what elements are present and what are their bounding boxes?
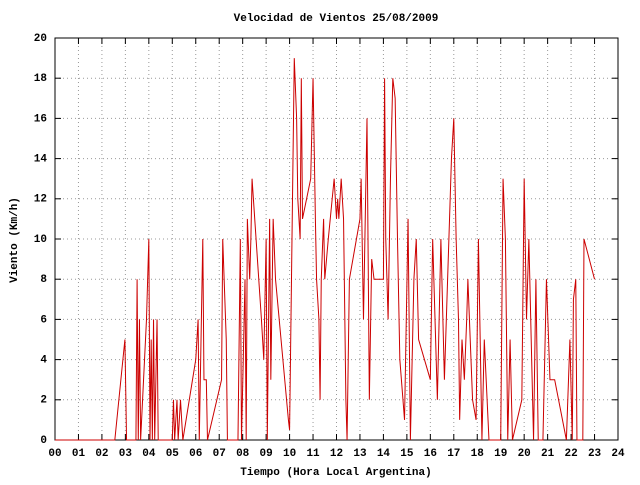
x-tick-label: 02: [95, 448, 108, 460]
x-tick-label: 04: [142, 448, 156, 460]
x-tick-label: 16: [424, 448, 437, 460]
y-tick-label: 18: [34, 73, 48, 85]
y-tick-label: 16: [34, 113, 47, 125]
x-tick-label: 18: [471, 448, 485, 460]
y-tick-label: 20: [34, 33, 47, 45]
x-tick-label: 20: [518, 448, 531, 460]
y-tick-label: 12: [34, 194, 47, 206]
x-tick-label: 13: [353, 448, 367, 460]
y-tick-label: 14: [34, 154, 48, 166]
y-tick-label: 0: [40, 435, 47, 447]
x-tick-label: 11: [306, 448, 320, 460]
y-tick-label: 4: [40, 355, 47, 367]
x-axis-label: Tiempo (Hora Local Argentina): [240, 467, 431, 479]
x-tick-label: 01: [72, 448, 86, 460]
x-tick-label: 12: [330, 448, 343, 460]
x-tick-label: 19: [494, 448, 507, 460]
x-tick-label: 22: [564, 448, 577, 460]
x-tick-label: 05: [166, 448, 180, 460]
x-tick-label: 07: [213, 448, 226, 460]
y-tick-label: 6: [40, 314, 47, 326]
x-tick-label: 15: [400, 448, 414, 460]
y-tick-label: 8: [40, 274, 47, 286]
y-tick-label: 2: [40, 395, 47, 407]
x-tick-label: 00: [48, 448, 61, 460]
x-tick-label: 09: [260, 448, 273, 460]
x-tick-label: 06: [189, 448, 202, 460]
x-tick-label: 23: [588, 448, 602, 460]
y-tick-label: 10: [34, 234, 47, 246]
y-axis-label: Viento (Km/h): [9, 197, 21, 283]
x-tick-label: 03: [119, 448, 133, 460]
x-tick-label: 21: [541, 448, 555, 460]
x-tick-label: 17: [447, 448, 460, 460]
x-tick-label: 24: [611, 448, 625, 460]
plot-frame: [54, 37, 619, 441]
x-tick-label: 14: [377, 448, 391, 460]
data-line: [55, 58, 596, 441]
x-tick-label: 10: [283, 448, 296, 460]
chart-title: Velocidad de Vientos 25/08/2009: [234, 13, 439, 25]
x-tick-label: 08: [236, 448, 250, 460]
